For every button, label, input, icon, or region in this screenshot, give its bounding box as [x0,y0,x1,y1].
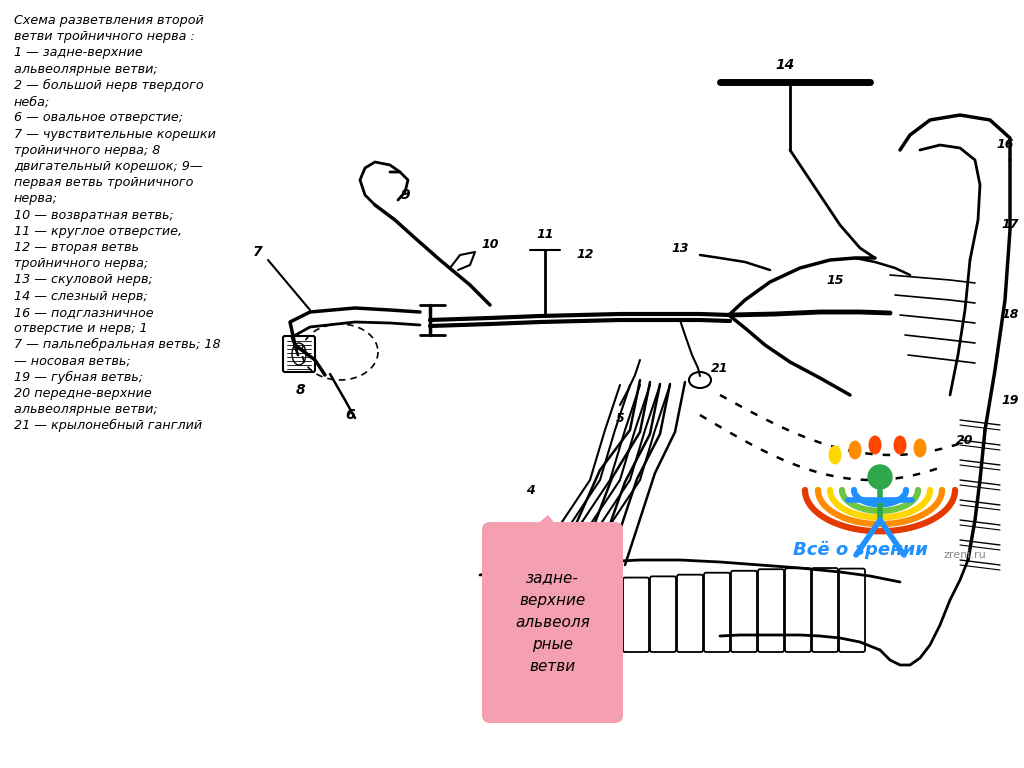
FancyBboxPatch shape [785,568,811,652]
Text: 15: 15 [826,273,844,286]
FancyBboxPatch shape [839,568,865,652]
Text: 8: 8 [295,383,305,397]
Text: 14: 14 [775,58,795,72]
Text: 2: 2 [530,604,540,617]
Text: 13: 13 [672,241,689,254]
Circle shape [868,465,892,489]
Text: 21: 21 [712,362,729,375]
Text: Всё о зрении: Всё о зрении [793,541,928,559]
Text: 7: 7 [253,245,263,259]
FancyBboxPatch shape [482,522,623,723]
Text: задне-
верхние
альвеоля
рные
ветви: задне- верхние альвеоля рные ветви [515,571,590,674]
Ellipse shape [828,445,842,465]
Text: 18: 18 [1001,309,1019,322]
Text: 16: 16 [996,138,1014,151]
FancyBboxPatch shape [731,571,757,652]
FancyBboxPatch shape [812,568,838,652]
Text: 5: 5 [615,412,625,425]
FancyBboxPatch shape [569,578,595,652]
Text: 17: 17 [1001,219,1019,231]
FancyBboxPatch shape [623,578,649,652]
Ellipse shape [868,435,882,455]
FancyBboxPatch shape [488,573,514,652]
Text: Схема разветвления второй
ветви тройничного нерва :
1 — задне-верхние
альвеолярн: Схема разветвления второй ветви тройничн… [14,14,220,432]
FancyBboxPatch shape [515,575,541,652]
FancyBboxPatch shape [677,574,703,652]
FancyBboxPatch shape [650,576,676,652]
Text: 4: 4 [525,484,535,496]
Text: 6: 6 [345,408,354,422]
Text: zreni.ru: zreni.ru [944,550,986,560]
Ellipse shape [894,435,906,455]
Text: 10: 10 [481,239,499,251]
Text: 1: 1 [551,568,559,581]
Text: 12: 12 [577,249,594,261]
Ellipse shape [849,441,861,459]
Text: 9: 9 [400,188,410,202]
Text: 19: 19 [1001,393,1019,406]
FancyBboxPatch shape [596,578,622,652]
Polygon shape [530,515,560,530]
Ellipse shape [913,439,927,458]
FancyBboxPatch shape [542,577,568,652]
Text: 11: 11 [537,229,554,241]
FancyBboxPatch shape [283,336,315,372]
FancyBboxPatch shape [705,573,730,652]
Text: 3: 3 [506,624,514,637]
FancyBboxPatch shape [758,569,784,652]
Text: 20: 20 [956,433,974,446]
